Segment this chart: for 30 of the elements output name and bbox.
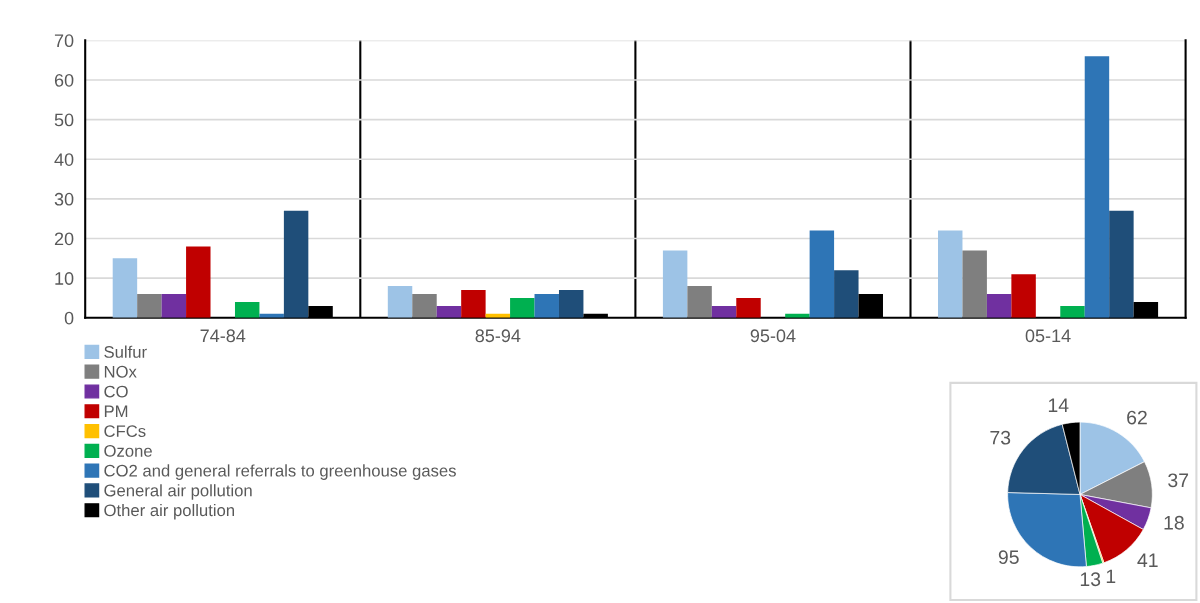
x-tick-label: 05-14 [1025,329,1071,343]
legend-label: Other air pollution [104,503,234,520]
legend-label: CO [104,385,128,398]
x-tick-label: 85-94 [475,329,521,343]
data-label: 13 [1080,572,1101,587]
y-tick-label: 70 [54,34,74,48]
legend-label: Sulfur [104,345,147,358]
data-label: 62 [1127,410,1147,425]
data-label: 1 [1106,569,1116,584]
y-tick-label: 20 [54,232,74,246]
y-tick-label: 10 [55,272,74,285]
x-tick-label: 95-04 [750,329,796,343]
data-label: 41 [1137,553,1158,567]
x-tick-label: 74-84 [200,329,246,343]
legend-label: Ozone [104,445,152,457]
data-label: 14 [1048,398,1069,412]
legend-label: CO2 and general referrals to greenhouse gases [104,464,456,480]
data-label: 73 [990,430,1011,445]
legend-label: PM [104,405,128,418]
y-tick-label: 60 [54,73,74,87]
data-label: 37 [1168,473,1189,488]
y-tick-label: 30 [54,192,74,206]
y-tick-label: 0 [64,311,74,325]
y-tick-label: 50 [54,113,74,127]
legend-label: CFCs [104,425,146,438]
data-label: 95 [998,550,1019,565]
legend-label: NOx [104,365,137,378]
legend-label: General air pollution [104,484,252,500]
data-label: 18 [1164,515,1184,530]
y-tick-label: 40 [54,153,74,166]
